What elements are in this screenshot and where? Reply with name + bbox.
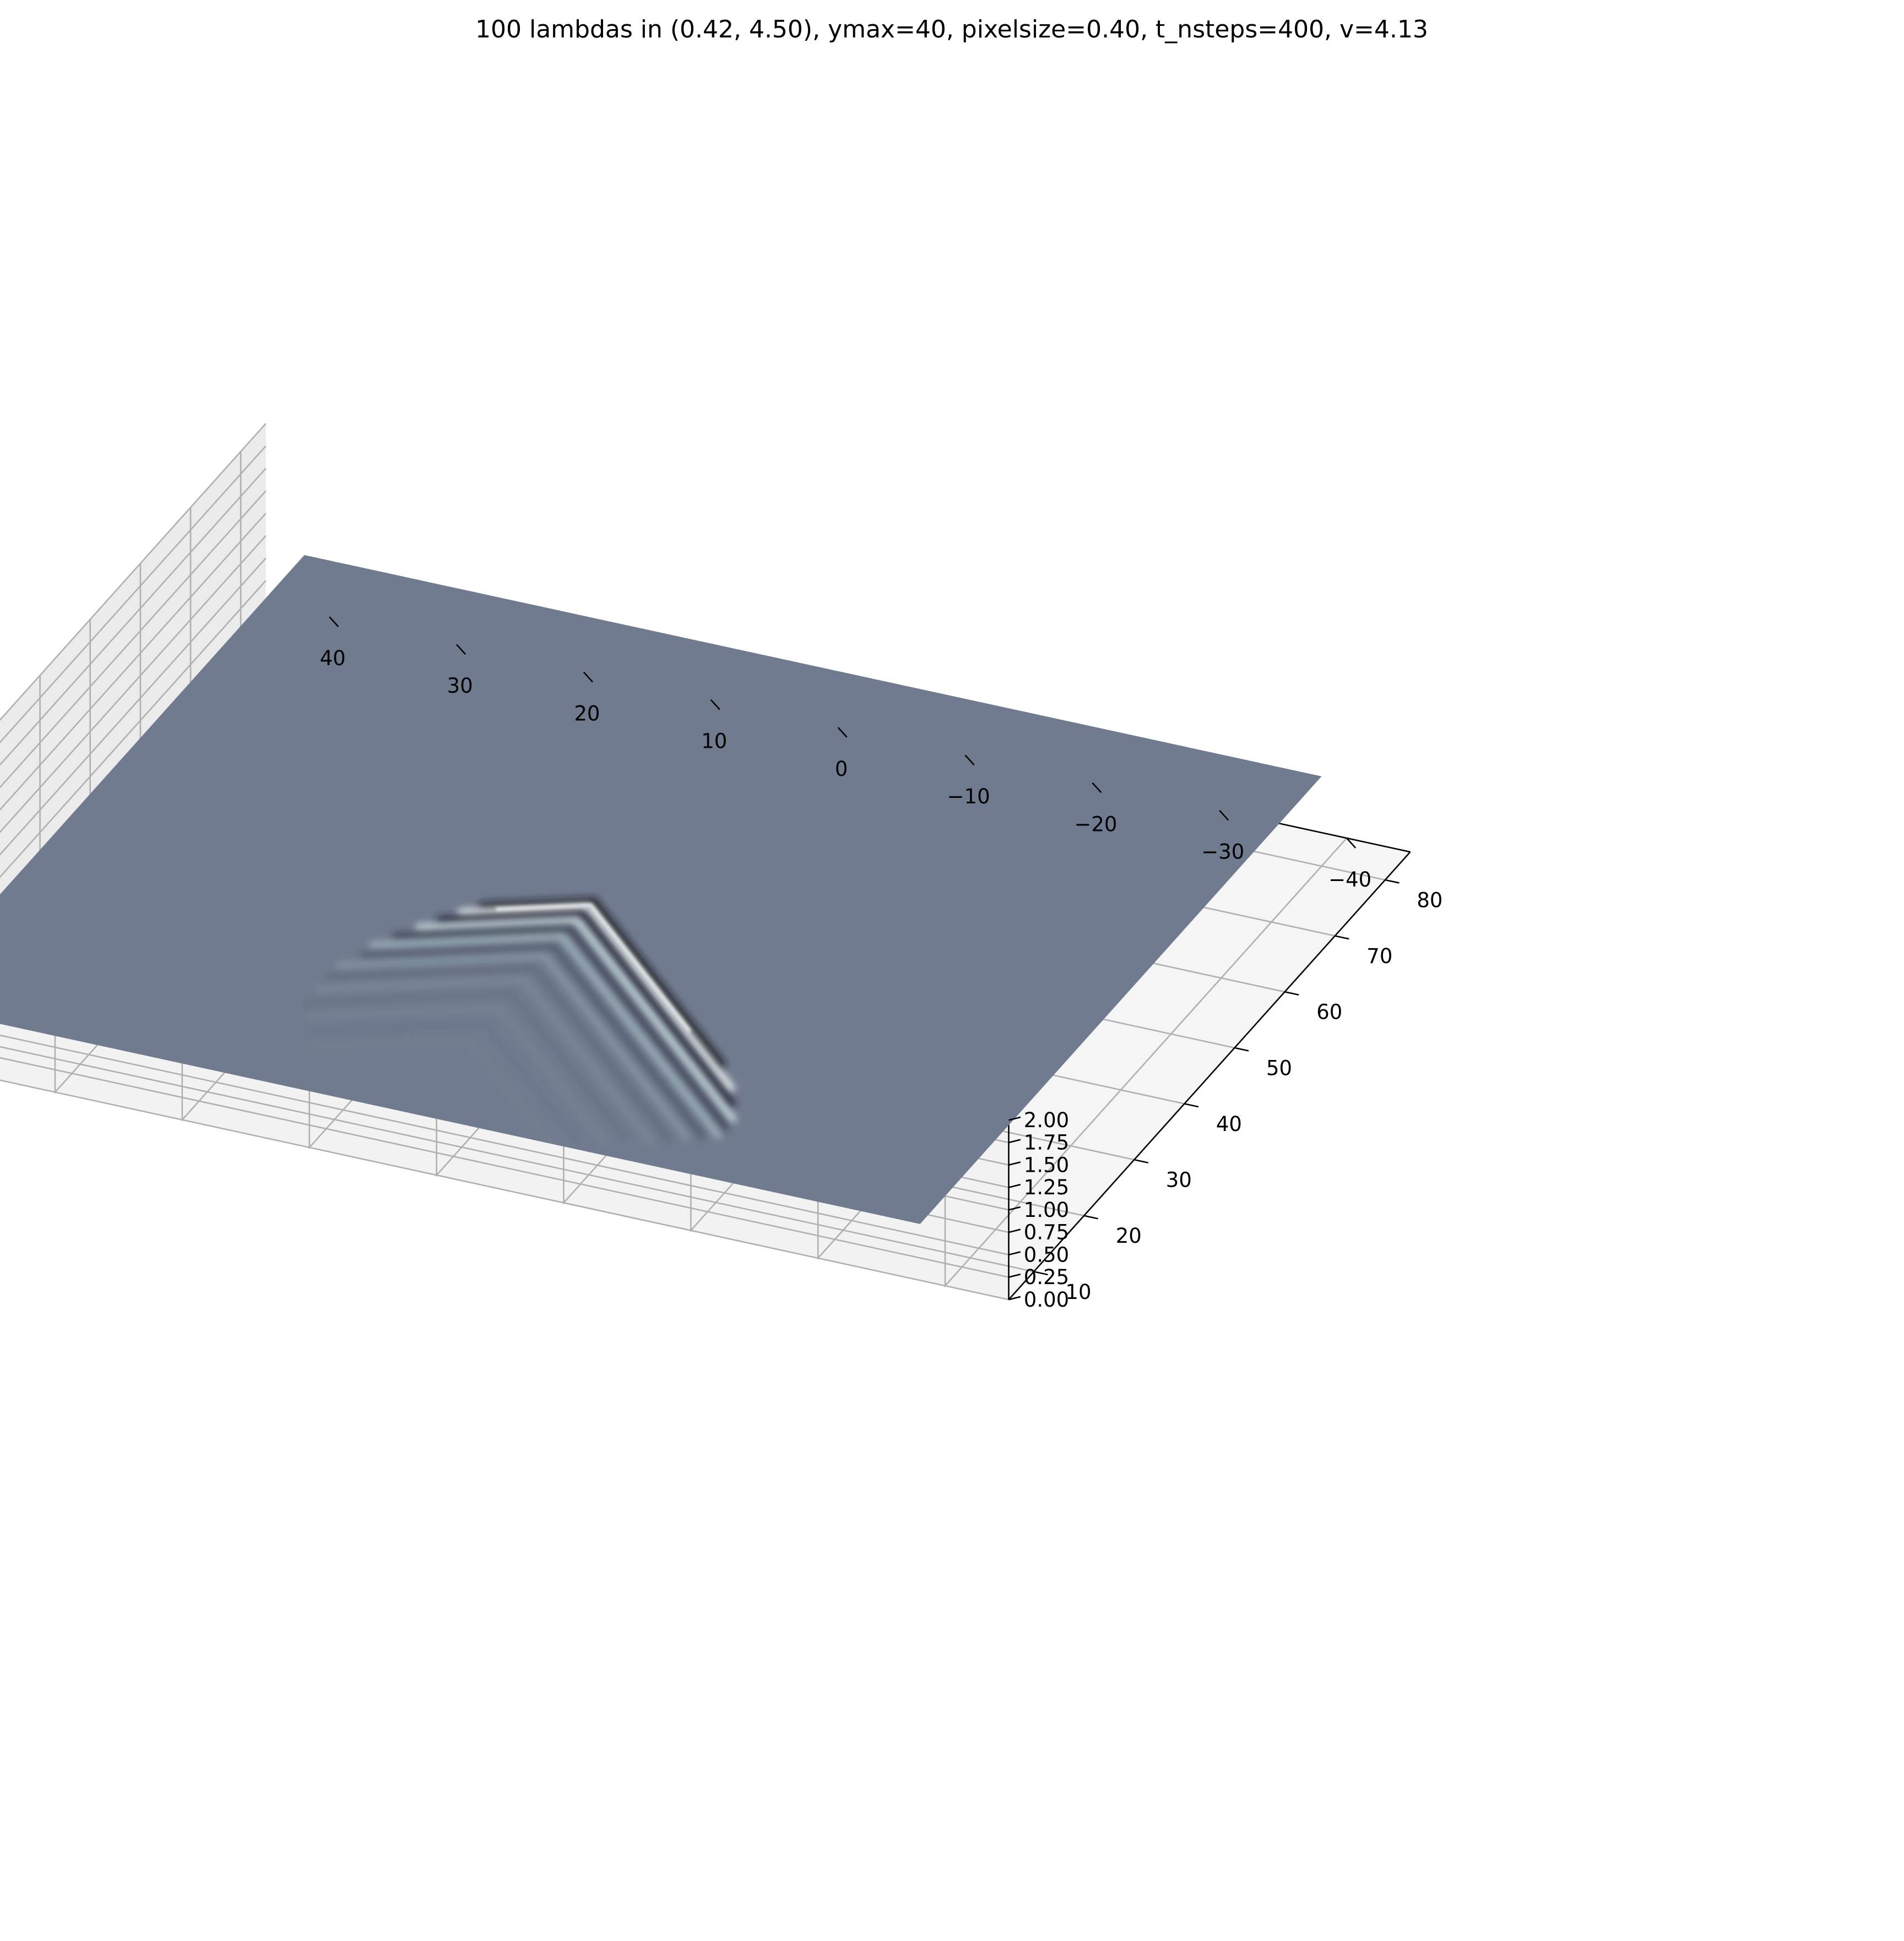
- y-tick-label: 30: [1166, 1168, 1192, 1192]
- wake-crest: [368, 933, 722, 1139]
- z-tick: [1008, 1251, 1021, 1255]
- x-tick: [456, 644, 466, 655]
- z-tick-label: 1.75: [1024, 1131, 1069, 1155]
- wake-crest: [326, 964, 673, 1143]
- wake-crest: [436, 910, 736, 1108]
- y-tick-label: 60: [1316, 1001, 1342, 1024]
- x-tick: [583, 671, 593, 683]
- y-tick: [1184, 1103, 1199, 1108]
- y-tick-label: 20: [1116, 1224, 1142, 1248]
- y-tick: [1134, 1159, 1149, 1163]
- z-tick-label: 0.50: [1024, 1243, 1069, 1266]
- x-tick: [837, 727, 848, 738]
- z-tick: [1008, 1273, 1021, 1278]
- z-gridline: [0, 580, 1009, 1278]
- y-gridline: [0, 1046, 1034, 1273]
- wake-pattern: [302, 898, 736, 1152]
- z-tick: [1008, 1161, 1021, 1166]
- x-tick: [1346, 838, 1357, 849]
- y-tick: [1234, 1047, 1249, 1052]
- z-tick-label: 0.25: [1024, 1265, 1069, 1289]
- surface-plane: [0, 555, 1322, 1224]
- y-axis-line: [1008, 851, 1411, 1301]
- x-tick-label: 40: [320, 646, 346, 670]
- wake-highlight: [496, 903, 692, 1032]
- z-tick: [1008, 1206, 1021, 1211]
- x-tick-label: 10: [701, 730, 727, 753]
- chart-title: 100 lambdas in (0.42, 4.50), ymax=40, pi…: [475, 15, 1428, 44]
- x-tick-label: −40: [1328, 868, 1371, 891]
- y-tick: [1033, 1271, 1048, 1276]
- z-tick-label: 1.50: [1024, 1153, 1069, 1177]
- y-tick: [1284, 991, 1299, 996]
- x-tick: [1092, 782, 1102, 793]
- wake-crest: [314, 976, 655, 1146]
- x-tick-label: 20: [574, 702, 600, 725]
- y-tick: [1083, 1215, 1098, 1220]
- z-tick-label: 1.00: [1024, 1198, 1069, 1222]
- y-tick-label: 50: [1266, 1056, 1292, 1080]
- z-tick: [1008, 1139, 1021, 1144]
- x-tick-label: 30: [447, 674, 473, 698]
- y-tick: [1335, 935, 1349, 940]
- z-tick-label: 0.00: [1024, 1288, 1069, 1312]
- x-tick: [329, 616, 339, 627]
- x-tick-label: −20: [1074, 812, 1117, 836]
- wake-crest: [457, 903, 735, 1093]
- surface: [0, 555, 1322, 1224]
- y-tick-label: 70: [1366, 944, 1392, 968]
- z-tick: [1008, 1228, 1021, 1233]
- z-tick-label: 1.25: [1024, 1176, 1069, 1199]
- z-gridline: [0, 557, 1009, 1255]
- y-tick-label: 10: [1066, 1280, 1092, 1304]
- y-tick-label: 40: [1216, 1112, 1242, 1136]
- y-tick-label: 80: [1417, 889, 1442, 912]
- z-tick-label: 0.75: [1024, 1221, 1069, 1244]
- wake-crest: [392, 925, 729, 1131]
- z-tick: [1008, 1183, 1021, 1188]
- z-tick: [1008, 1296, 1021, 1301]
- wake-crest: [307, 1020, 580, 1145]
- wake-crest: [302, 989, 628, 1141]
- x-tick: [964, 754, 975, 766]
- x-tick: [1219, 809, 1229, 821]
- wake-crest: [415, 917, 736, 1123]
- x-tick-label: −30: [1201, 840, 1244, 864]
- wake-crest: [478, 898, 725, 1069]
- y-tick: [1385, 879, 1399, 884]
- x-tick-label: −10: [947, 785, 990, 808]
- wake-crest: [307, 1037, 558, 1152]
- z-tick-label: 2.00: [1024, 1108, 1069, 1132]
- wake-crest: [305, 1004, 609, 1147]
- wake-crest: [335, 953, 690, 1141]
- z-tick: [1008, 1116, 1021, 1121]
- x-tick-label: 0: [835, 757, 848, 781]
- x-tick: [710, 699, 720, 710]
- wake-crest: [360, 943, 706, 1140]
- axis-ticks: 40 30 20 10 0 −10 −20 −30 −40 10 20 30 40 50 60 70 80 0.0…: [320, 616, 1442, 1312]
